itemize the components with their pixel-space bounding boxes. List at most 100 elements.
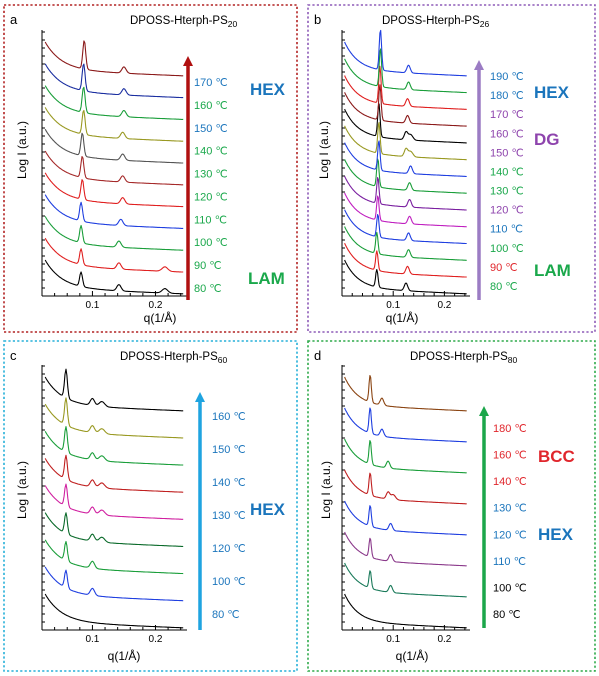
panel-b-temp-label: 90 ℃ [490,262,518,274]
panel-d-series-6 [344,407,467,443]
panel-a-temp-label: 170 ℃ [194,77,228,89]
panel-a-series-3 [44,194,184,229]
panel-d-ylabel: Log I (a.u.) [319,461,333,519]
panel-b-title-sub: 26 [480,19,490,29]
panel-a-temp-label: 130 ℃ [194,169,228,181]
panel-c-phase-hex: HEX [250,500,286,519]
panel-d-plot: 0.1 0.2 [341,365,470,645]
panel-d-title-main: DPOSS-Hterph-PS [410,351,508,363]
panel-c-frame [3,340,298,672]
panel-c-series-8 [44,368,184,412]
panel-b-ylabel: Log I (a.u.) [317,121,331,179]
panel-a-temp-label: 150 ℃ [194,123,228,135]
panel-c-temp-label: 100 ℃ [212,576,246,588]
panel-c-temp-label: 160 ℃ [212,411,246,423]
panel-d-temp-label: 140 ℃ [493,476,527,488]
panel-b-temp-label: 110 ℃ [490,224,523,236]
panel-b-temp-label: 100 ℃ [490,243,524,255]
panel-d-temp-label: 120 ℃ [493,529,527,541]
panel-d-temp-label: 80 ℃ [493,609,521,621]
panel-d-series-7 [344,374,467,412]
panel-a-title-sub: 20 [228,19,238,29]
panel-b-temp-label: 180 ℃ [490,90,524,102]
panel-b-x-tick-label: 0.1 [386,300,400,311]
panel-a-phase-hex: HEX [250,80,286,99]
panel-a-temp-label: 140 ℃ [194,146,228,158]
panel-a-ylabel: Log I (a.u.) [15,121,29,179]
panel-a-xlabel: q(1/Å) [144,310,177,325]
panel-a: a DPOSS-Hterph-PS20 0.1 0.2 q(1/Å) Log I … [3,4,298,333]
panel-b-phase-dg: DG [534,130,560,149]
panel-c-series-3 [44,512,184,548]
panel-a-series-7 [44,107,184,142]
panel-d-xlabel: q(1/Å) [396,648,429,663]
panel-b-series-12 [344,48,467,94]
panel-b-series-4 [344,192,467,228]
panel-d-series-5 [344,438,467,474]
panel-c-ylabel: Log I (a.u.) [15,461,29,519]
panel-a-temp-label: 90 ℃ [194,260,222,272]
panel-b-series-7 [344,140,467,178]
panel-a-temp-label: 100 ℃ [194,237,228,249]
panel-b-series-0 [344,259,467,295]
panel-c: c DPOSS-Hterph-PS60 0.1 0.2 q(1/Å) Log I … [3,340,298,672]
panel-a-x-tick-label: 0.1 [85,300,99,311]
panel-c-series-6 [44,426,184,466]
panel-b-temp-label: 150 ℃ [490,147,524,159]
panel-b: b DPOSS-Hterph-PS26 0.1 0.2 q(1/Å) Log I … [307,4,596,333]
panel-c-series-7 [44,397,184,439]
panel-a-title: DPOSS-Hterph-PS20 [130,15,238,29]
panel-c-temperature-labels: 80 ℃ 100 ℃ 120 ℃ 130 ℃ 140 ℃ 150 ℃ 160 ℃ [212,411,246,621]
panel-c-temp-label: 130 ℃ [212,510,246,522]
panel-b-series-10 [344,84,467,127]
panel-c-title-sub: 60 [218,355,228,365]
panel-c-series-1 [44,566,184,602]
panel-b-temp-label: 170 ℃ [490,109,524,121]
panel-d-title: DPOSS-Hterph-PS80 [410,351,518,365]
panel-c-temp-label: 140 ℃ [212,477,246,489]
panel-a-temp-label: 120 ℃ [194,191,228,203]
panel-a-frame [3,4,298,333]
panel-a-series-2 [44,216,184,251]
panel-b-frame [307,4,596,333]
panel-a-series-4 [44,172,184,208]
panel-b-series-6 [344,158,467,194]
panel-b-phase-lam: LAM [534,261,571,280]
panel-d-x-tick-label: 0.2 [437,634,451,645]
panel-d-phase-hex: HEX [538,525,574,544]
panel-d-title-sub: 80 [508,355,518,365]
panel-d: d DPOSS-Hterph-PS80 0.1 0.2 q(1/Å) Log I … [307,340,596,672]
panel-b-temperature-labels: 80 ℃ 90 ℃ 100 ℃ 110 ℃ 120 ℃ 130 ℃ 140 ℃ 150 ℃ 16… [490,71,524,293]
panel-b-series-9 [344,103,467,144]
panel-d-phase-bcc: BCC [538,447,575,466]
panel-c-x-tick-label: 0.1 [85,634,99,645]
panel-b-temp-label: 120 ℃ [490,205,524,217]
panel-b-temp-label: 190 ℃ [490,71,524,83]
panel-a-title-main: DPOSS-Hterph-PS [130,15,228,27]
panel-b-temp-label: 80 ℃ [490,281,518,293]
panel-d-arrow-head [479,406,489,416]
panel-d-temp-label: 180 ℃ [493,423,527,435]
panel-b-letter: b [314,12,321,27]
panel-a-series-0 [44,259,184,295]
panel-b-temp-label: 130 ℃ [490,186,524,198]
panel-b-series-2 [344,226,467,261]
panel-d-series-2 [344,531,467,567]
panel-a-series-8 [44,85,184,120]
panel-c-title-main: DPOSS-Hterph-PS [120,351,218,363]
panel-a-series-1 [44,237,184,273]
panel-b-temp-label: 140 ℃ [490,166,524,178]
panel-c-series-5 [44,454,184,493]
panel-c-series-0 [44,593,184,629]
panel-b-plot: 0.1 0.2 [341,29,470,311]
panel-b-title: DPOSS-Hterph-PS26 [382,15,490,29]
panel-d-temp-label: 130 ℃ [493,503,527,515]
panel-b-series-8 [344,121,467,161]
panel-b-series-1 [344,242,467,278]
panel-b-series-13 [344,29,467,77]
panel-d-letter: d [314,348,321,363]
panel-a-phase-lam: LAM [248,269,285,288]
panel-a-x-tick-label: 0.2 [149,300,163,311]
panel-d-series-1 [344,562,467,598]
